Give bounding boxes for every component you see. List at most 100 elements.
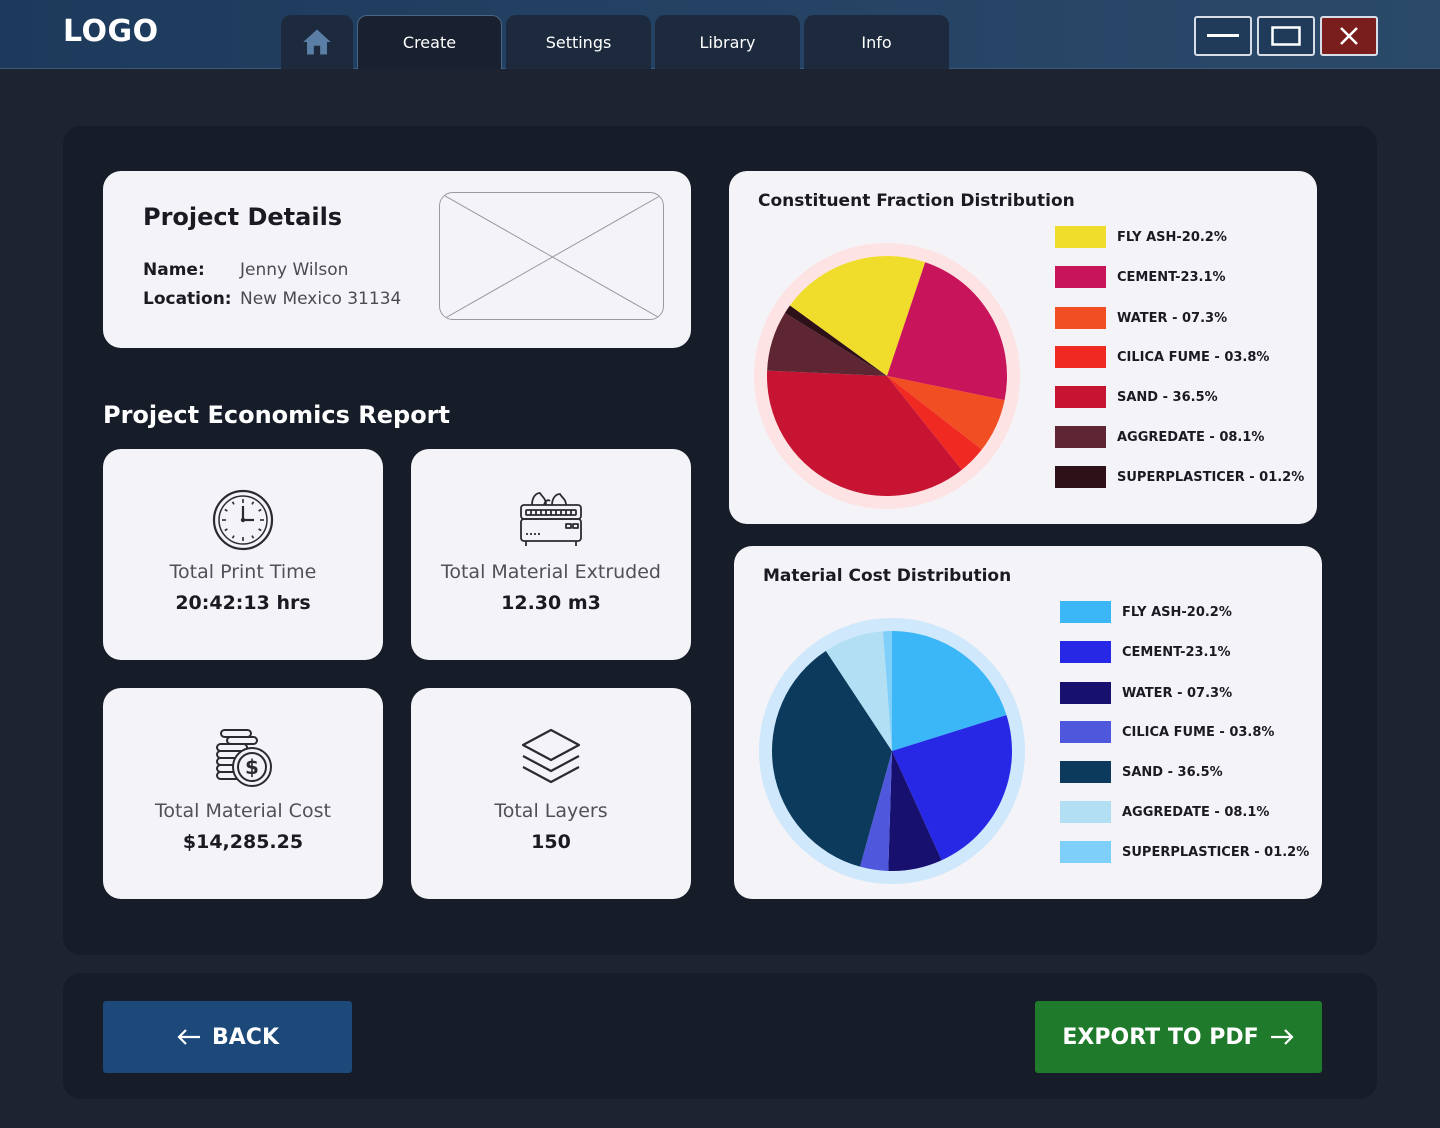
- app-logo: LOGO: [63, 14, 159, 49]
- legend-item: CILICA FUME - 03.8%: [1055, 346, 1269, 368]
- pie-slice-cilica-fume: [887, 376, 982, 470]
- image-placeholder-icon: [440, 193, 663, 319]
- material-extruded-value: 12.30 m3: [501, 592, 601, 614]
- constituent-pie-chart: [754, 243, 1020, 509]
- pie-slice-water: [888, 751, 942, 871]
- legend-label: CILICA FUME - 03.8%: [1122, 724, 1275, 740]
- economics-title: Project Economics Report: [103, 401, 450, 429]
- location-value: New Mexico 31134: [240, 289, 402, 309]
- legend-item: FLY ASH-20.2%: [1060, 601, 1232, 623]
- pie-slice-cilica-fume: [860, 751, 892, 871]
- total-layers-value: 150: [531, 831, 571, 853]
- print-time-label: Total Print Time: [169, 561, 317, 583]
- project-details-card: Project Details Name: Jenny Wilson Locat…: [103, 171, 691, 348]
- legend-label: WATER - 07.3%: [1117, 310, 1228, 326]
- material-cost-value: $14,285.25: [182, 831, 304, 853]
- legend-item: WATER - 07.3%: [1060, 682, 1232, 704]
- clock-icon: [212, 489, 274, 551]
- cost-pie-chart: [759, 618, 1025, 884]
- legend-swatch: [1060, 801, 1111, 823]
- back-button[interactable]: BACK: [103, 1001, 352, 1073]
- stat-card-material-extruded: Total Material Extruded 12.30 m3: [411, 449, 691, 660]
- cost-chart-card: Material Cost Distribution FLY ASH-20.2%…: [734, 546, 1322, 899]
- tab-library[interactable]: Library: [655, 15, 800, 69]
- legend-item: AGGREDATE - 08.1%: [1055, 426, 1264, 448]
- constituent-chart-title: Constituent Fraction Distribution: [758, 191, 1075, 211]
- legend-label: AGGREDATE - 08.1%: [1117, 429, 1265, 445]
- legend-label: SUPERPLASTICER - 01.2%: [1117, 469, 1305, 485]
- legend-label: SAND - 36.5%: [1117, 389, 1218, 405]
- legend-swatch: [1055, 386, 1106, 408]
- export-pdf-button[interactable]: EXPORT TO PDF: [1035, 1001, 1322, 1073]
- legend-swatch: [1060, 841, 1111, 863]
- tab-create-label: Create: [402, 33, 457, 52]
- project-details-title: Project Details: [143, 203, 343, 231]
- tab-info-label: Info: [861, 32, 892, 52]
- pie-slice-fly-ash: [892, 631, 1007, 751]
- legend-swatch: [1055, 426, 1106, 448]
- material-extruded-label: Total Material Extruded: [440, 561, 661, 583]
- tab-settings-label: Settings: [545, 32, 612, 52]
- maximize-icon: [1271, 26, 1301, 46]
- total-layers-label: Total Layers: [494, 800, 608, 822]
- legend-label: FLY ASH-20.2%: [1117, 229, 1227, 245]
- layers-icon: [521, 728, 581, 784]
- legend-swatch: [1055, 266, 1106, 288]
- project-image-placeholder[interactable]: [439, 192, 664, 320]
- svg-text:$: $: [245, 755, 259, 779]
- pie-slice-superplasticer: [882, 631, 892, 751]
- close-icon: [1340, 27, 1358, 45]
- coins-icon: $: [216, 729, 272, 787]
- legend-item: AGGREDATE - 08.1%: [1060, 801, 1269, 823]
- stat-card-total-layers: Total Layers 150: [411, 688, 691, 899]
- pie-slice-fly-ash: [789, 256, 926, 376]
- legend-item: SUPERPLASTICER - 01.2%: [1060, 841, 1309, 863]
- legend-label: CILICA FUME - 03.8%: [1117, 349, 1270, 365]
- legend-swatch: [1060, 761, 1111, 783]
- legend-item: SAND - 36.5%: [1060, 761, 1223, 783]
- legend-swatch: [1055, 307, 1106, 329]
- tab-library-label: Library: [699, 32, 756, 52]
- minimize-button[interactable]: [1194, 16, 1252, 56]
- top-bar: LOGO Create Settings Library Info: [0, 0, 1440, 69]
- pie-slice-water: [887, 376, 1005, 450]
- legend-swatch: [1060, 721, 1111, 743]
- legend-label: SAND - 36.5%: [1122, 764, 1223, 780]
- legend-item: SAND - 36.5%: [1055, 386, 1218, 408]
- legend-swatch: [1060, 601, 1111, 623]
- pie-slice-cement: [892, 715, 1012, 861]
- maximize-button[interactable]: [1257, 16, 1315, 56]
- location-label: Location:: [143, 289, 232, 309]
- tab-create[interactable]: Create: [357, 15, 502, 69]
- legend-item: FLY ASH-20.2%: [1055, 226, 1227, 248]
- legend-swatch: [1055, 466, 1106, 488]
- tab-info[interactable]: Info: [804, 15, 949, 69]
- legend-item: SUPERPLASTICER - 01.2%: [1055, 466, 1304, 488]
- stat-card-print-time: Total Print Time 20:42:13 hrs: [103, 449, 383, 660]
- minimize-icon: [1207, 34, 1239, 37]
- pie-slice-cement: [887, 262, 1007, 401]
- legend-swatch: [1060, 682, 1111, 704]
- print-time-value: 20:42:13 hrs: [175, 592, 311, 614]
- legend-swatch: [1060, 641, 1111, 663]
- legend-swatch: [1055, 226, 1106, 248]
- pie-slice-aggredate: [767, 312, 887, 376]
- legend-label: CEMENT-23.1%: [1117, 269, 1226, 285]
- home-icon: [303, 29, 331, 55]
- tab-home[interactable]: [281, 15, 353, 69]
- legend-label: WATER - 07.3%: [1122, 685, 1233, 701]
- close-button[interactable]: [1320, 16, 1378, 56]
- pie-slice-aggredate: [825, 631, 892, 751]
- legend-item: WATER - 07.3%: [1055, 307, 1227, 329]
- name-label: Name:: [143, 260, 205, 280]
- legend-item: CEMENT-23.1%: [1055, 266, 1226, 288]
- pie-slice-sand: [767, 370, 962, 496]
- export-button-label: EXPORT TO PDF: [1062, 1024, 1259, 1050]
- pie-slice-superplasticer: [784, 305, 887, 376]
- legend-item: CILICA FUME - 03.8%: [1060, 721, 1274, 743]
- stat-card-material-cost: $ Total Material Cost $14,285.25: [103, 688, 383, 899]
- arrow-right-icon: [1270, 1029, 1294, 1045]
- legend-item: CEMENT-23.1%: [1060, 641, 1231, 663]
- legend-label: FLY ASH-20.2%: [1122, 604, 1232, 620]
- tab-settings[interactable]: Settings: [506, 15, 651, 69]
